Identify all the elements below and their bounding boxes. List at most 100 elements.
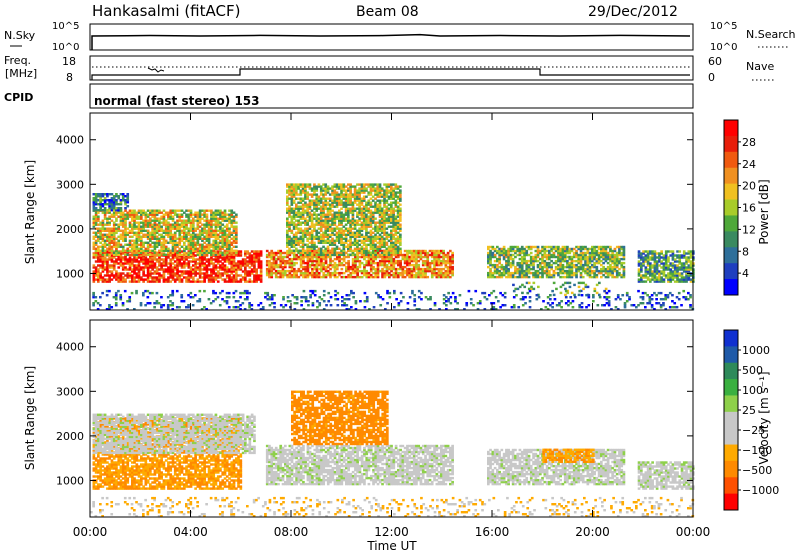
power-cell xyxy=(171,249,175,253)
power-cell xyxy=(169,213,173,216)
power-cell xyxy=(169,211,173,214)
power-cell xyxy=(281,271,285,275)
power-cell xyxy=(169,233,173,237)
power-cell xyxy=(246,262,249,265)
power-cell xyxy=(235,213,238,216)
power-cell xyxy=(128,249,132,253)
power-cell xyxy=(207,268,211,271)
power-cell xyxy=(313,249,317,253)
power-cell xyxy=(146,253,150,257)
power-cell xyxy=(219,229,222,233)
power-cell xyxy=(216,219,220,222)
power-cell xyxy=(173,274,177,277)
power-cell xyxy=(570,255,574,259)
power-cell xyxy=(121,264,125,267)
power-cell xyxy=(297,267,301,271)
power-cell xyxy=(392,271,396,275)
power-cell xyxy=(440,267,443,271)
power-cell xyxy=(167,217,170,220)
power-cell xyxy=(335,251,339,255)
power-cell xyxy=(101,219,105,222)
power-cell xyxy=(155,268,159,271)
power-cell xyxy=(103,229,107,233)
power-cell xyxy=(235,235,238,239)
power-cell xyxy=(232,231,236,235)
power-cell xyxy=(237,254,240,257)
power-cell xyxy=(110,241,114,245)
power-cell xyxy=(189,256,193,259)
power-cell xyxy=(99,237,102,241)
power-cell xyxy=(126,195,130,198)
power-cell xyxy=(124,243,127,247)
power-cell xyxy=(192,278,195,281)
power-cell xyxy=(108,207,111,210)
power-cell xyxy=(268,255,271,259)
power-cell xyxy=(536,245,540,249)
power-cell xyxy=(189,225,193,228)
power-cell xyxy=(106,235,109,239)
power-cell xyxy=(133,211,136,214)
power-cell xyxy=(207,225,211,228)
power-cell xyxy=(146,221,150,224)
power-cell xyxy=(153,258,157,261)
power-cell xyxy=(119,217,123,220)
power-cell xyxy=(232,270,236,273)
power-cell xyxy=(155,251,159,255)
power-cell xyxy=(112,268,116,271)
power-cell xyxy=(169,276,173,279)
power-cell xyxy=(149,221,152,224)
power-cell xyxy=(194,219,197,222)
power-cell xyxy=(219,227,222,230)
power-cell xyxy=(97,229,100,233)
power-cell xyxy=(272,271,276,275)
power-cell xyxy=(178,225,182,228)
power-cell xyxy=(133,209,136,212)
power-cell xyxy=(246,264,249,267)
power-cell xyxy=(336,257,339,261)
power-cell xyxy=(155,219,159,222)
power-cell xyxy=(500,263,504,267)
power-cell xyxy=(131,251,134,255)
power-cell xyxy=(333,265,337,269)
power-cell xyxy=(146,276,150,279)
power-cell xyxy=(329,263,332,267)
power-cell xyxy=(112,250,116,253)
power-cell xyxy=(272,263,276,267)
power-cell xyxy=(146,270,150,273)
power-cell xyxy=(144,262,148,265)
power-cell xyxy=(284,261,287,265)
power-cell xyxy=(225,260,229,263)
power-cell xyxy=(140,229,143,233)
power-cell xyxy=(187,278,191,281)
power-cell xyxy=(203,245,206,249)
power-cell xyxy=(192,276,195,279)
power-cell xyxy=(106,203,109,206)
power-cell xyxy=(216,245,220,249)
power-cell xyxy=(196,250,200,253)
power-cell xyxy=(219,225,222,228)
power-cell xyxy=(203,209,206,212)
power-cell xyxy=(108,203,111,206)
power-cell xyxy=(121,213,125,216)
power-cell xyxy=(561,245,565,249)
power-cell xyxy=(126,231,130,235)
power-cell xyxy=(189,245,193,249)
power-cell xyxy=(162,274,166,277)
power-cell xyxy=(205,247,209,251)
power-cell xyxy=(185,256,188,259)
power-cell xyxy=(178,215,182,218)
power-cell xyxy=(299,235,303,239)
power-cell xyxy=(403,253,407,257)
power-cell xyxy=(525,245,529,249)
power-cell xyxy=(135,213,139,216)
power-cell xyxy=(315,275,319,279)
power-cell xyxy=(302,267,305,271)
power-cell xyxy=(205,225,209,228)
power-cell xyxy=(378,183,382,186)
power-cell xyxy=(376,229,380,233)
power-cell xyxy=(187,233,191,237)
power-cell xyxy=(228,258,231,261)
power-cell xyxy=(259,270,263,273)
power-cell xyxy=(378,259,382,263)
power-cell xyxy=(223,211,227,214)
